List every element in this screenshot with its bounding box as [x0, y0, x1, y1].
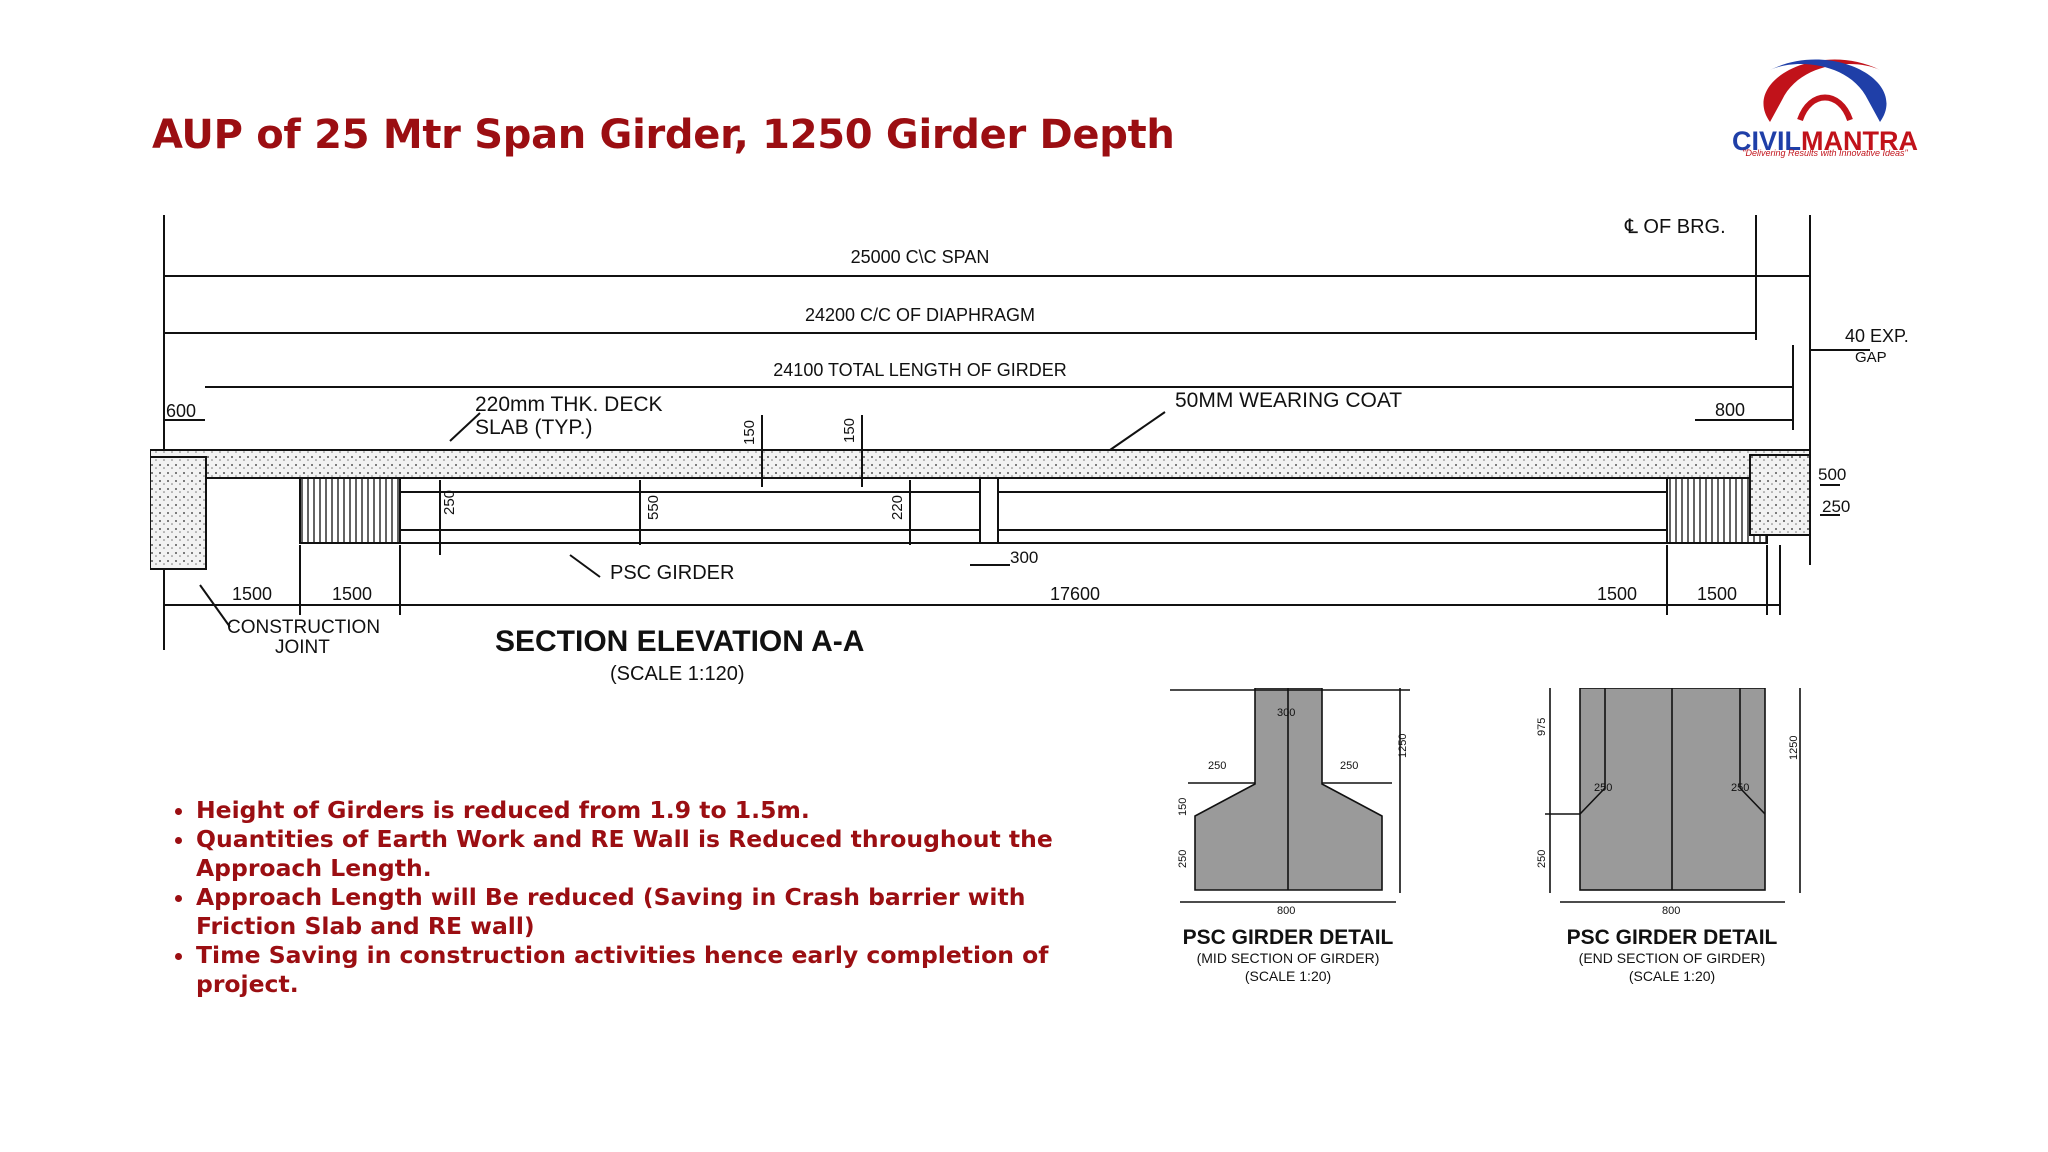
dim-250: 250: [441, 490, 458, 515]
dim-220: 220: [889, 495, 906, 520]
detail-mid-heading: PSC GIRDER DETAIL: [1183, 926, 1394, 949]
elevation-scale: (SCALE 1:120): [610, 663, 745, 685]
wearing-coat-label: 50MM WEARING COAT: [1175, 389, 1402, 412]
detail-end-scale: (SCALE 1:20): [1629, 968, 1715, 984]
detail-mid-dim-300: 300: [1277, 707, 1295, 719]
dim-1500-b: 1500: [332, 584, 372, 604]
dim-500: 500: [1818, 465, 1846, 484]
list-item: Time Saving in construction activities h…: [196, 941, 1116, 999]
detail-end-dim-975: 975: [1536, 718, 1548, 736]
dim-exp-gap-2: GAP: [1855, 349, 1887, 366]
detail-end-heading: PSC GIRDER DETAIL: [1567, 926, 1778, 949]
detail-end-dim-800: 800: [1662, 905, 1680, 917]
benefits-list: Height of Girders is reduced from 1.9 to…: [170, 796, 1116, 999]
dim-250-right: 250: [1822, 497, 1850, 516]
detail-end-sub: (END SECTION OF GIRDER): [1579, 950, 1766, 966]
cl-brg-label: ℄ OF BRG.: [1624, 216, 1726, 238]
detail-mid-dim-250: 250: [1177, 850, 1189, 868]
detail-end-dim-250-left: 250: [1594, 782, 1612, 794]
civilmantra-logo: [1763, 59, 1887, 122]
dim-300: 300: [1010, 548, 1038, 567]
dim-150-a: 150: [741, 420, 758, 445]
dim-800: 800: [1715, 400, 1745, 420]
list-item: Approach Length will Be reduced (Saving …: [196, 883, 1116, 941]
dim-diaphragm: 24200 C/C OF DIAPHRAGM: [805, 305, 1035, 325]
detail-mid-dim-150: 150: [1177, 798, 1189, 816]
deck-slab-label: 220mm THK. DECK: [475, 393, 663, 416]
list-item: Quantities of Earth Work and RE Wall is …: [196, 825, 1116, 883]
dim-girder-length: 24100 TOTAL LENGTH OF GIRDER: [773, 360, 1066, 380]
psc-girder-label: PSC GIRDER: [610, 562, 734, 584]
elevation-heading: SECTION ELEVATION A-A: [495, 625, 864, 658]
detail-mid-scale: (SCALE 1:20): [1245, 968, 1331, 984]
dim-1500-c: 1500: [1597, 584, 1637, 604]
dim-17600: 17600: [1050, 584, 1100, 604]
dim-span: 25000 C\C SPAN: [851, 247, 990, 267]
dim-1500-d: 1500: [1697, 584, 1737, 604]
dim-150-b: 150: [841, 418, 858, 443]
logo-tagline: "Delivering Results with Innovative Idea…: [1742, 148, 1908, 158]
detail-mid-dim-250-right: 250: [1340, 760, 1358, 772]
mid-section-detail: 300 250 250 150 250 1250 800 PSC GIRDER …: [1170, 688, 1410, 984]
dim-550: 550: [645, 495, 662, 520]
end-section-detail: 975 250 250 250 1250 800 PSC GIRDER DETA…: [1536, 688, 1801, 984]
detail-end-dim-250-right: 250: [1731, 782, 1749, 794]
dim-exp-gap: 40 EXP.: [1845, 326, 1909, 346]
detail-mid-dim-1250: 1250: [1397, 734, 1409, 758]
deck-slab-label-2: SLAB (TYP.): [475, 416, 593, 439]
dim-600: 600: [166, 401, 196, 421]
detail-mid-sub: (MID SECTION OF GIRDER): [1197, 950, 1380, 966]
construction-joint-label-2: JOINT: [275, 637, 330, 658]
logo-wordmark: CIVILMANTRA: [1732, 126, 1918, 156]
dim-1500-a: 1500: [232, 584, 272, 604]
list-item: Height of Girders is reduced from 1.9 to…: [196, 796, 1116, 825]
detail-mid-dim-800: 800: [1277, 905, 1295, 917]
detail-mid-dim-250-left: 250: [1208, 760, 1226, 772]
detail-end-dim-250: 250: [1536, 850, 1548, 868]
section-elevation-drawing: ℄ OF BRG. 25000 C\C SPAN 24200 C/C OF DI…: [150, 215, 1909, 685]
page-title: AUP of 25 Mtr Span Girder, 1250 Girder D…: [152, 112, 1175, 158]
detail-end-dim-1250: 1250: [1788, 736, 1800, 760]
construction-joint-label: CONSTRUCTION: [227, 617, 380, 638]
